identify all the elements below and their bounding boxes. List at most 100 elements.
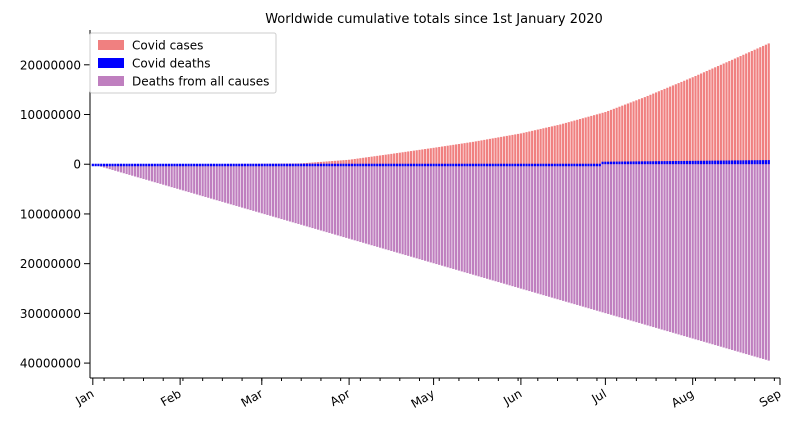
bar-deaths-from-all-causes <box>711 164 714 345</box>
bar-covid-cases <box>424 149 427 165</box>
bar-deaths-from-all-causes <box>584 164 587 308</box>
bar-deaths-from-all-causes <box>601 164 604 313</box>
bar-covid-deaths <box>328 163 331 167</box>
bar-covid-deaths <box>576 163 579 167</box>
bar-deaths-from-all-causes <box>418 164 421 260</box>
bar-covid-cases <box>652 93 655 165</box>
bar-covid-cases <box>578 119 582 165</box>
bar-covid-deaths <box>215 163 218 167</box>
bar-deaths-from-all-causes <box>722 164 725 348</box>
bar-deaths-from-all-causes <box>708 164 711 344</box>
bar-covid-deaths <box>432 163 435 167</box>
bar-deaths-from-all-causes <box>663 164 666 331</box>
bar-deaths-from-all-causes <box>609 164 613 315</box>
bar-covid-cases <box>426 148 430 165</box>
bar-covid-cases <box>725 62 728 165</box>
bar-covid-cases <box>477 140 480 165</box>
bar-covid-deaths <box>694 160 697 165</box>
bar-covid-deaths <box>463 163 466 167</box>
bar-covid-deaths <box>683 160 686 165</box>
bar-covid-cases <box>339 160 342 165</box>
bar-covid-cases <box>657 91 660 165</box>
bar-covid-cases <box>367 157 370 165</box>
bar-covid-deaths <box>190 163 193 167</box>
bar-deaths-from-all-causes <box>638 164 641 323</box>
bar-deaths-from-all-causes <box>657 164 660 329</box>
bar-covid-deaths <box>443 163 446 167</box>
bar-deaths-from-all-causes <box>131 164 134 176</box>
bar-covid-cases <box>677 83 680 165</box>
bar-covid-deaths <box>97 163 100 167</box>
bar-deaths-from-all-causes <box>486 164 489 279</box>
bar-deaths-from-all-causes <box>319 164 323 231</box>
bar-covid-deaths <box>764 160 768 165</box>
bar-covid-cases <box>764 44 768 165</box>
bar-covid-deaths <box>618 161 621 165</box>
bar-covid-cases <box>528 131 531 165</box>
bar-deaths-from-all-causes <box>317 164 320 230</box>
bar-deaths-from-all-causes <box>150 164 154 182</box>
bar-covid-deaths <box>336 163 339 167</box>
bar-deaths-from-all-causes <box>370 164 373 246</box>
y-tick-label: 20000000 <box>20 257 81 271</box>
bar-covid-deaths <box>308 163 311 167</box>
bar-deaths-from-all-causes <box>547 164 551 297</box>
bar-deaths-from-all-causes <box>390 164 393 251</box>
bar-deaths-from-all-causes <box>471 164 475 275</box>
bar-covid-deaths <box>176 163 179 167</box>
bar-covid-deaths <box>317 163 320 167</box>
bar-deaths-from-all-causes <box>559 164 562 301</box>
bar-deaths-from-all-causes <box>252 164 255 211</box>
bar-covid-deaths <box>407 163 410 167</box>
bar-deaths-from-all-causes <box>243 164 246 209</box>
bar-deaths-from-all-causes <box>198 164 201 196</box>
bar-deaths-from-all-causes <box>477 164 480 277</box>
bar-covid-cases <box>691 77 694 165</box>
bar-deaths-from-all-causes <box>519 164 522 289</box>
bar-deaths-from-all-causes <box>395 164 399 253</box>
bar-covid-deaths <box>260 163 263 167</box>
bar-deaths-from-all-causes <box>666 164 669 332</box>
bar-deaths-from-all-causes <box>269 164 272 216</box>
bar-covid-deaths <box>181 163 185 167</box>
bar-deaths-from-all-causes <box>612 164 615 316</box>
bar-covid-deaths <box>167 163 170 167</box>
bar-covid-cases <box>750 50 753 165</box>
bar-deaths-from-all-causes <box>545 164 548 296</box>
bar-deaths-from-all-causes <box>440 164 444 266</box>
bar-deaths-from-all-causes <box>502 164 506 284</box>
bar-deaths-from-all-causes <box>128 164 131 175</box>
bar-deaths-from-all-causes <box>342 164 345 238</box>
bars-layer <box>91 43 770 361</box>
bar-covid-cases <box>533 130 537 165</box>
bar-deaths-from-all-causes <box>218 164 221 202</box>
bar-covid-deaths <box>601 161 604 165</box>
bar-covid-cases <box>418 149 421 165</box>
bar-covid-cases <box>308 162 311 165</box>
bar-covid-deaths <box>353 163 356 167</box>
bar-deaths-from-all-causes <box>736 164 739 352</box>
bar-deaths-from-all-causes <box>460 164 463 272</box>
bar-covid-deaths <box>654 161 658 165</box>
bar-covid-deaths <box>122 163 125 167</box>
bar-deaths-from-all-causes <box>578 164 582 306</box>
bar-deaths-from-all-causes <box>570 164 573 304</box>
bar-covid-deaths <box>626 161 630 165</box>
bar-covid-cases <box>559 124 562 165</box>
bar-covid-deaths <box>381 163 384 167</box>
bar-covid-deaths <box>111 163 114 167</box>
bar-covid-cases <box>500 136 503 165</box>
bar-deaths-from-all-causes <box>162 164 165 185</box>
bar-deaths-from-all-causes <box>300 164 303 225</box>
bar-covid-cases <box>457 143 461 165</box>
bar-deaths-from-all-causes <box>224 164 227 203</box>
bar-covid-deaths <box>531 163 534 167</box>
bar-covid-cases <box>767 43 770 165</box>
bar-covid-cases <box>562 123 565 165</box>
bar-covid-deaths <box>663 161 666 165</box>
bar-deaths-from-all-causes <box>302 164 306 226</box>
bar-deaths-from-all-causes <box>384 164 387 250</box>
bar-deaths-from-all-causes <box>294 164 297 224</box>
bar-covid-deaths <box>550 163 553 167</box>
bar-deaths-from-all-causes <box>466 164 469 274</box>
